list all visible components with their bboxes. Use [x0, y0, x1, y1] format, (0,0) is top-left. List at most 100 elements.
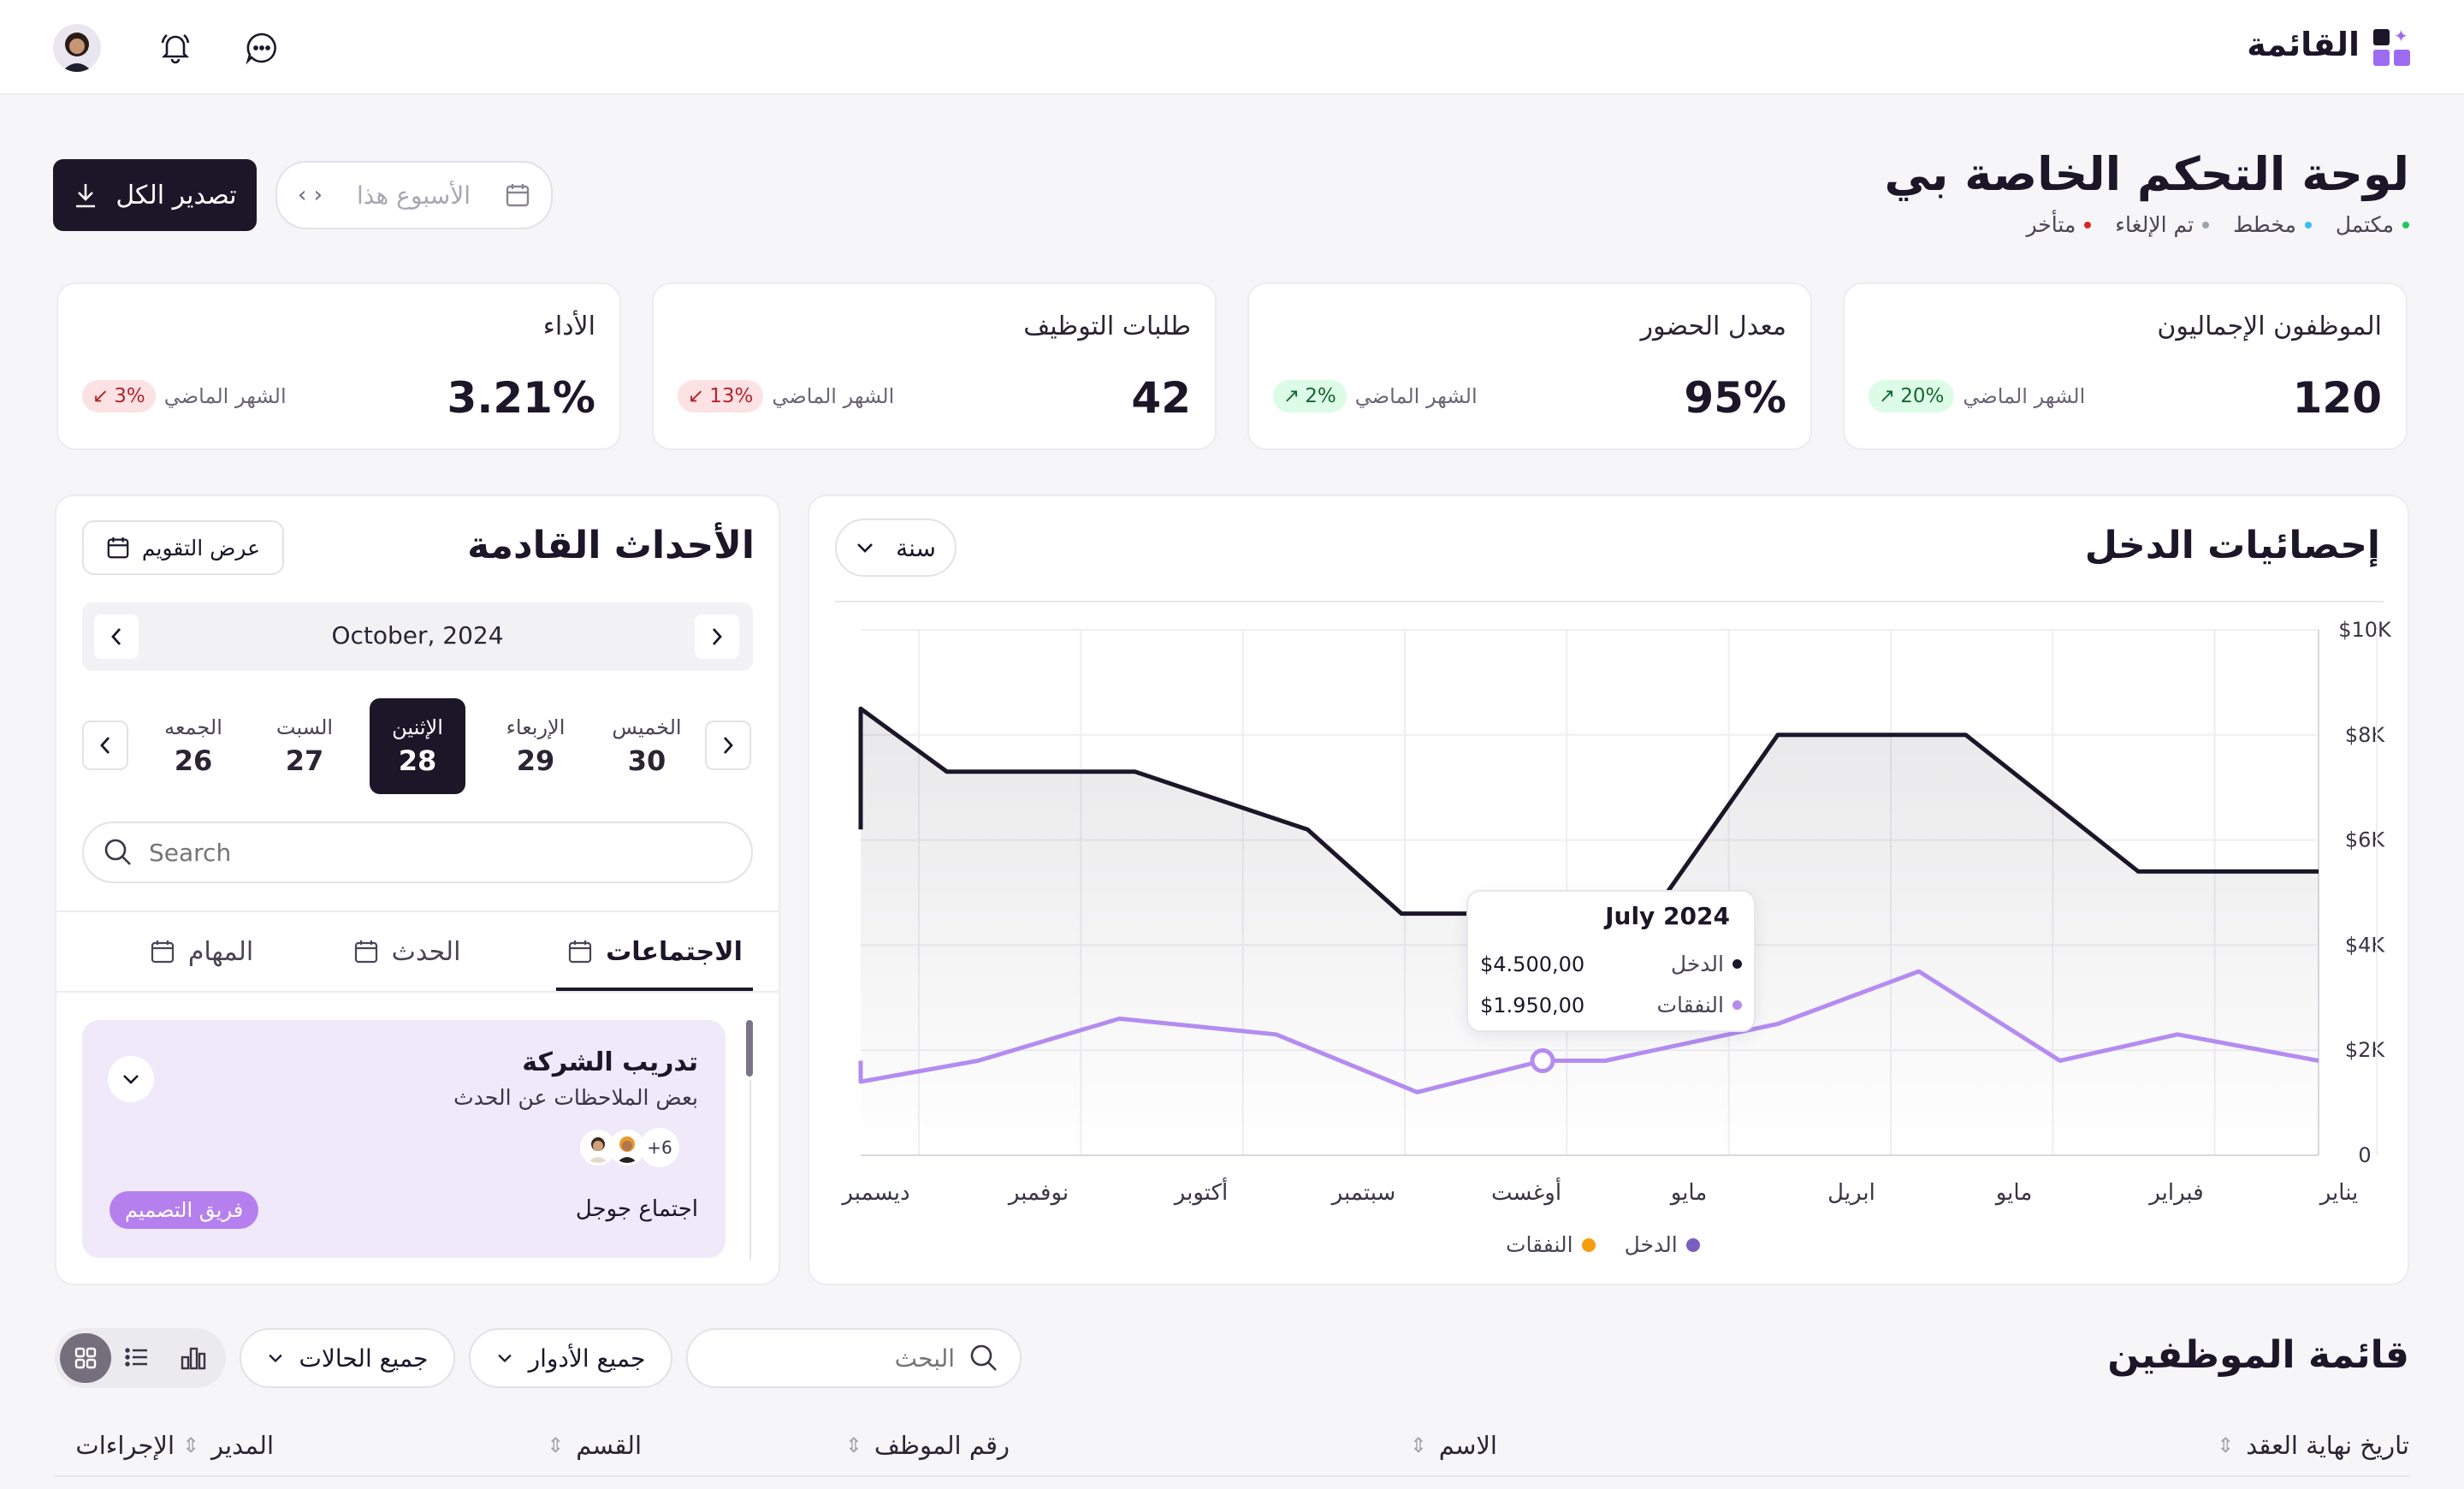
chevron-down-icon: [856, 542, 874, 554]
chevron-down-icon: [267, 1353, 284, 1363]
legend-dot: [1581, 1237, 1596, 1252]
menu-title[interactable]: القائمة: [2247, 26, 2360, 63]
events-search[interactable]: [82, 822, 753, 883]
stat-card-value: 95%: [1684, 373, 1786, 423]
y-tick-label: $10K: [2338, 618, 2392, 642]
tab-tasks[interactable]: المهام: [103, 916, 299, 988]
next-month-button[interactable]: [695, 614, 739, 659]
notification-bell-icon[interactable]: [157, 29, 193, 65]
tooltip-expenses-label: النفقات: [1656, 993, 1724, 1017]
stat-change-row: الشهر الماضي ↗ 20%: [1869, 380, 2085, 412]
table-column-header[interactable]: القسم ⇕: [547, 1431, 642, 1460]
day-item[interactable]: الإثنين 28: [370, 698, 465, 794]
stat-change-badge: ↗ 2%: [1273, 380, 1347, 412]
day-name: الإربعاء: [506, 715, 566, 739]
calendar-icon: [505, 182, 530, 208]
employees-search[interactable]: [686, 1328, 1022, 1388]
avatar: [580, 1130, 616, 1166]
chevron-down-icon: [496, 1353, 513, 1363]
event-tag: فريق التصميم: [110, 1191, 259, 1229]
stat-card: الموظفون الإجماليون 120 الشهر الماضي ↗ 20%: [1843, 282, 2408, 450]
events-scrollbar[interactable]: [746, 1020, 753, 1077]
page-title: لوحة التحكم الخاصة بي: [1884, 147, 2409, 201]
status-filter[interactable]: جميع الحالات: [240, 1328, 455, 1388]
avatar: [609, 1130, 645, 1166]
stat-change-badge: ↗ 20%: [1869, 380, 1955, 412]
menu-icon[interactable]: ✦: [2373, 27, 2411, 67]
sort-icon: ⇕: [547, 1433, 565, 1457]
stat-card: الأداء 3.21% الشهر الماضي ↙ 3%: [56, 282, 621, 450]
stat-change-row: الشهر الماضي ↙ 3%: [82, 380, 287, 412]
tooltip-row-expenses: $1.950,00 النفقات: [1480, 993, 1742, 1017]
x-tick-label: ابريل: [1827, 1180, 1875, 1206]
table-column-header[interactable]: تاريخ نهاية العقد ⇕: [2217, 1431, 2409, 1460]
stat-card-title: طلبات التوظيف: [1023, 311, 1191, 341]
x-tick-label: سبتمبر: [1330, 1180, 1396, 1206]
status-legend-label: متأخر: [2026, 212, 2076, 237]
tab-label: الحدث: [391, 936, 461, 967]
roles-filter-label: جميع الأدوار: [528, 1344, 646, 1373]
status-dot: [2084, 221, 2092, 228]
x-tick-label: ديسمبر: [840, 1180, 909, 1206]
column-label: تاريخ نهاية العقد: [2246, 1431, 2409, 1460]
day-item[interactable]: السبت 27: [257, 698, 352, 794]
event-meeting-platform: اجتماع جوجل: [575, 1196, 698, 1222]
employees-search-input[interactable]: [707, 1344, 955, 1373]
employees-title: قائمة الموظفين: [2107, 1333, 2409, 1377]
events-search-input[interactable]: [149, 838, 731, 867]
chart-legend-item[interactable]: الدخل: [1625, 1232, 1700, 1257]
attendees-group: +6: [580, 1128, 679, 1167]
event-title: تدريب الشركة: [522, 1047, 698, 1077]
prev-month-button[interactable]: [94, 614, 139, 659]
chart-view-button[interactable]: [180, 1344, 210, 1374]
list-view-button[interactable]: [123, 1344, 154, 1374]
tab-label: الاجتماعات: [606, 936, 743, 967]
income-stats-title: إحصائيات الدخل: [2084, 524, 2380, 567]
arrow-up-right-icon: ↗: [1879, 385, 1896, 407]
stat-card-title: معدل الحضور: [1640, 311, 1786, 341]
table-column-header[interactable]: المدير ⇕: [182, 1431, 274, 1460]
upcoming-events-title: الأحداث القادمة: [467, 524, 755, 567]
day-item[interactable]: الإربعاء 29: [488, 698, 583, 794]
event-expand-button[interactable]: [108, 1056, 154, 1102]
table-column-header[interactable]: الإجراءات: [75, 1431, 175, 1460]
tab-active-indicator: [556, 988, 753, 991]
stat-change-period: الشهر الماضي: [1963, 384, 2086, 408]
date-range-picker[interactable]: ‹ › الأسبوع هذا: [275, 161, 553, 229]
search-icon: [103, 837, 133, 868]
stat-change-value: 20%: [1900, 385, 1945, 407]
status-legend-item: تم الإلغاء: [2115, 212, 2210, 237]
chevron-left-icon[interactable]: ‹ ›: [298, 182, 323, 208]
day-item[interactable]: الجمعه 26: [145, 698, 241, 794]
days-next-button[interactable]: [705, 721, 751, 770]
chart-legend-item[interactable]: النفقات: [1506, 1232, 1596, 1257]
grid-view-button[interactable]: [60, 1333, 111, 1383]
status-legend-item: متأخر: [2026, 212, 2092, 237]
legend-dot: [1685, 1237, 1700, 1252]
tab-meetings[interactable]: الاجتماعات: [556, 916, 753, 988]
period-select[interactable]: سنة: [835, 519, 957, 577]
status-legend-item: مكتمل: [2336, 212, 2409, 237]
hover-point[interactable]: [1530, 1047, 1555, 1073]
roles-filter[interactable]: جميع الأدوار: [469, 1328, 672, 1388]
stat-card-title: الأداء: [542, 311, 595, 341]
table-column-header[interactable]: الاسم ⇕: [1410, 1431, 1497, 1460]
column-label: المدير: [211, 1431, 274, 1460]
day-name: السبت: [275, 715, 334, 739]
y-tick-label: $6K: [2345, 828, 2386, 852]
stat-change-value: 13%: [709, 385, 754, 407]
export-all-button[interactable]: تصدير الكل: [53, 159, 257, 231]
y-tick-label: $2K: [2345, 1038, 2386, 1062]
x-tick-label: فبراير: [2147, 1180, 2203, 1206]
chat-icon[interactable]: [245, 31, 279, 65]
status-filter-label: جميع الحالات: [299, 1344, 429, 1373]
view-calendar-button[interactable]: عرض التقويم: [82, 520, 284, 575]
table-column-header[interactable]: رقم الموظف ⇕: [845, 1431, 1010, 1460]
sort-icon: ⇕: [1409, 1433, 1427, 1457]
day-item[interactable]: الخميس 30: [599, 698, 695, 794]
days-prev-button[interactable]: [82, 721, 128, 770]
tab-event[interactable]: الحدث: [308, 916, 505, 988]
stat-card-value: 120: [2292, 373, 2382, 423]
stat-change-value: 3%: [114, 385, 145, 407]
avatar[interactable]: [53, 24, 101, 72]
